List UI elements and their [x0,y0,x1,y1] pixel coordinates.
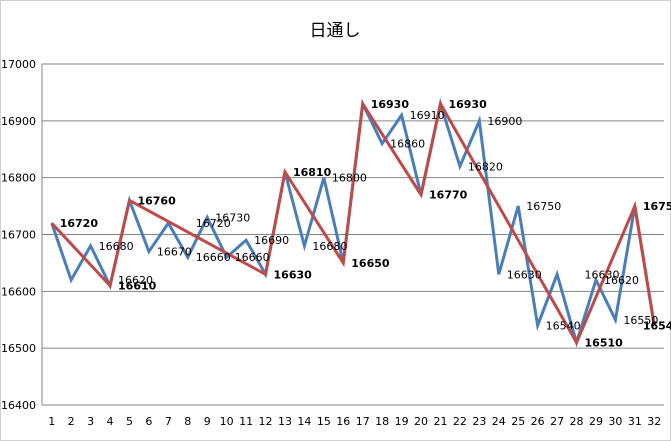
data-label: 16860 [390,138,425,151]
y-tick-label: 16600 [1,285,36,298]
data-label: 16770 [429,189,468,202]
x-tick-label: 16 [336,415,350,428]
chart-title: 日通し [310,21,361,41]
data-label: 16800 [332,172,367,185]
data-labels: 1672016680166201661016760166701672016730… [60,98,671,350]
y-tick-label: 16500 [1,342,36,355]
x-tick-label: 15 [317,415,331,428]
data-label: 16660 [235,251,270,264]
x-tick-label: 22 [453,415,467,428]
data-label: 16900 [487,115,522,128]
data-label: 16670 [157,246,192,259]
data-label: 16720 [60,217,99,230]
x-tick-label: 9 [204,415,211,428]
x-tick-label: 8 [184,415,191,428]
x-tick-label: 23 [472,415,486,428]
data-label: 16540 [643,319,671,332]
series-group [50,97,656,348]
data-label: 16680 [99,240,134,253]
data-label: 16660 [196,251,231,264]
x-axis: 1 2 3 4 5 6 7 8 9 10 11 12 13 14 15 16 17 18 19 20 21 22 23 24 2… [48,415,661,428]
x-tick-label: 1 [48,415,55,428]
x-tick-label: 13 [278,415,292,428]
data-label: 16930 [448,98,487,111]
data-label: 16760 [137,194,176,207]
x-tick-label: 11 [239,415,253,428]
x-tick-label: 32 [647,415,661,428]
series-line-1 [50,97,656,348]
x-tick-label: 7 [165,415,172,428]
data-label: 16720 [196,217,231,230]
x-tick-label: 4 [107,415,114,428]
y-tick-label: 16900 [1,115,36,128]
series-line-2 [50,99,656,346]
x-tick-label: 30 [608,415,622,428]
x-tick-label: 2 [68,415,75,428]
x-tick-label: 24 [492,415,506,428]
data-label: 16930 [371,98,410,111]
data-label: 16730 [215,211,250,224]
x-tick-label: 18 [375,415,389,428]
x-tick-label: 26 [531,415,545,428]
y-axis: 16400 16500 16600 16700 16800 16900 17000 [1,58,36,412]
x-tick-label: 10 [220,415,234,428]
grid [41,63,664,406]
data-label: 16510 [585,336,624,349]
y-tick-label: 16700 [1,229,36,242]
x-tick-label: 3 [87,415,94,428]
data-label: 16620 [604,274,639,287]
data-label: 16540 [546,319,581,332]
data-label: 16680 [312,240,347,253]
x-tick-label: 17 [356,415,370,428]
data-label: 16630 [507,268,542,281]
x-tick-label: 19 [395,415,409,428]
x-tick-label: 28 [570,415,584,428]
x-tick-label: 12 [259,415,273,428]
data-label: 16650 [351,257,390,270]
x-tick-label: 29 [589,415,603,428]
x-tick-label: 21 [433,415,447,428]
x-tick-label: 25 [511,415,525,428]
data-label: 16690 [254,234,289,247]
data-label: 16630 [585,268,620,281]
data-label: 16620 [118,274,153,287]
x-tick-label: 27 [550,415,564,428]
x-tick-label: 31 [628,415,642,428]
y-tick-label: 17000 [1,58,36,71]
data-label: 16810 [293,166,332,179]
data-label: 16630 [274,268,313,281]
data-label: 16750 [526,200,561,213]
x-tick-label: 20 [414,415,428,428]
data-label: 16910 [410,109,445,122]
data-label: 16550 [623,314,658,327]
y-tick-label: 16400 [1,399,36,412]
y-tick-label: 16800 [1,172,36,185]
data-label: 16610 [118,280,157,293]
data-label: 16750 [643,200,671,213]
x-tick-label: 14 [297,415,311,428]
x-tick-label: 5 [126,415,133,428]
x-tick-label: 6 [145,415,152,428]
data-label: 16820 [468,160,503,173]
